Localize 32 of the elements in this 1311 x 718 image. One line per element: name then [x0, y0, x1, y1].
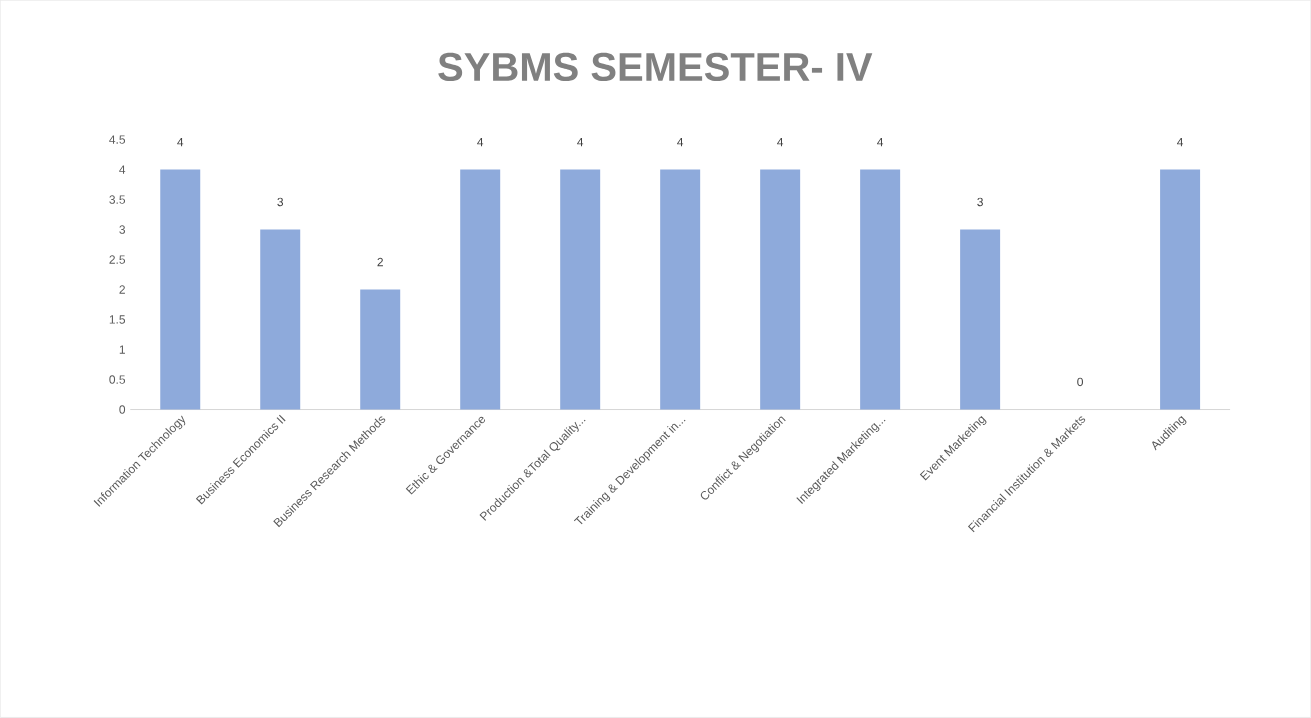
y-tick-label: 2	[119, 285, 125, 294]
chart-title: SYBMS SEMESTER- IV	[438, 52, 873, 82]
y-tick-label: 0	[119, 405, 126, 414]
data-label: 0	[1077, 377, 1083, 387]
data-label: 3	[277, 197, 284, 207]
y-tick-label: 1.5	[109, 315, 126, 324]
data-label: 4	[877, 138, 884, 147]
y-tick-label: 0.5	[109, 375, 126, 384]
data-label: 4	[1177, 138, 1184, 147]
y-tick-label: 3	[119, 225, 126, 234]
y-tick-label: 4	[119, 165, 126, 174]
bar	[360, 289, 401, 410]
bar	[860, 169, 901, 410]
y-tick-label: 4.5	[109, 135, 126, 144]
y-tick-label: 2.5	[109, 255, 126, 264]
bar	[960, 229, 1001, 410]
data-label: 2	[377, 257, 383, 267]
data-label: 4	[777, 138, 784, 147]
data-label: 4	[177, 138, 184, 147]
y-tick-label: 1	[119, 345, 125, 354]
y-tick-label: 3.5	[109, 195, 126, 204]
bar	[460, 169, 501, 410]
bar	[1160, 169, 1201, 410]
bar	[560, 169, 601, 410]
bar	[260, 229, 301, 410]
data-label: 4	[477, 138, 484, 147]
data-label: 4	[577, 138, 584, 147]
bar	[160, 169, 201, 410]
data-label: 3	[977, 197, 983, 207]
bar	[660, 169, 701, 410]
data-label: 4	[677, 138, 684, 147]
bar	[760, 169, 801, 410]
